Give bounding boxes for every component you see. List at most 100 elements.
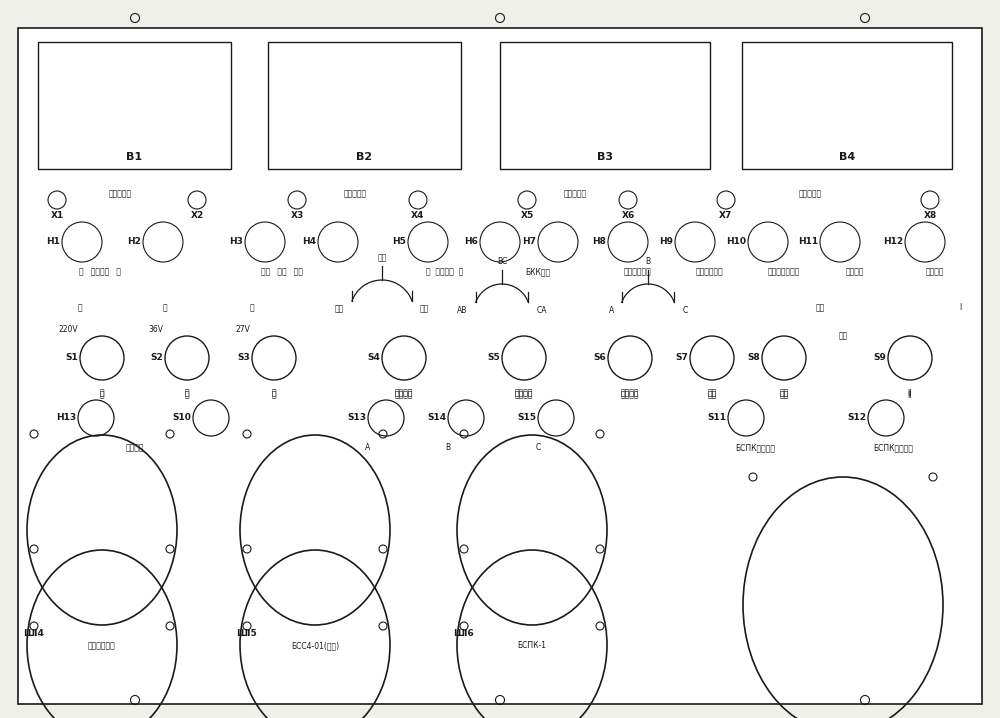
Text: 220V: 220V xyxy=(58,325,78,335)
Bar xyxy=(268,42,461,169)
Bar xyxy=(38,42,231,169)
Text: ШI5: ШI5 xyxy=(236,629,257,638)
Text: 关: 关 xyxy=(185,391,189,399)
Text: S10: S10 xyxy=(172,414,191,422)
Text: 左地平仪故障: 左地平仪故障 xyxy=(624,268,652,276)
Text: S3: S3 xyxy=(237,353,250,363)
Text: H5: H5 xyxy=(392,238,406,246)
Text: 关: 关 xyxy=(185,388,189,398)
Text: B3: B3 xyxy=(597,152,613,162)
Text: BC: BC xyxy=(497,258,507,266)
Text: B1: B1 xyxy=(126,152,143,162)
Text: A: A xyxy=(608,306,614,315)
Text: ШI4: ШI4 xyxy=(23,629,44,638)
Text: 右坡度大: 右坡度大 xyxy=(926,268,944,276)
Text: 信号转换: 信号转换 xyxy=(395,391,413,399)
Text: 开: 开 xyxy=(78,304,82,312)
Text: 交流电压表: 交流电压表 xyxy=(108,190,132,198)
Text: 综合: 综合 xyxy=(377,253,387,263)
Text: II: II xyxy=(908,391,912,399)
Text: БСПК倾斜检测: БСПК倾斜检测 xyxy=(735,444,775,452)
Text: 倾斜   故障   俯仰: 倾斜 故障 俯仰 xyxy=(261,268,303,276)
Text: X3: X3 xyxy=(290,212,304,220)
Text: A: A xyxy=(365,444,371,452)
Text: 直流电流表: 直流电流表 xyxy=(798,190,822,198)
Text: II: II xyxy=(908,388,912,398)
Text: БСС4-01(倾斜): БСС4-01(倾斜) xyxy=(291,641,339,650)
Text: C: C xyxy=(682,306,688,315)
Text: H6: H6 xyxy=(464,238,478,246)
Text: ШI6: ШI6 xyxy=(453,629,474,638)
Text: X4: X4 xyxy=(411,212,425,220)
Text: H7: H7 xyxy=(522,238,536,246)
Text: БКК正常: БКК正常 xyxy=(525,268,551,276)
Text: 信号转换: 信号转换 xyxy=(395,388,413,398)
Text: H3: H3 xyxy=(229,238,243,246)
Text: 回零: 回零 xyxy=(707,391,717,399)
Text: H11: H11 xyxy=(798,238,818,246)
Text: X6: X6 xyxy=(621,212,635,220)
Text: БСПК俯仰检测: БСПК俯仰检测 xyxy=(873,444,913,452)
Text: 27V: 27V xyxy=(235,325,250,335)
Text: C: C xyxy=(535,444,541,452)
Text: 电流转换: 电流转换 xyxy=(621,388,639,398)
Text: H4: H4 xyxy=(302,238,316,246)
Text: X7: X7 xyxy=(719,212,733,220)
Text: 自检: 自检 xyxy=(839,332,848,340)
Bar xyxy=(500,42,710,169)
Text: H8: H8 xyxy=(592,238,606,246)
Text: 倾斜: 倾斜 xyxy=(335,304,344,314)
Text: 关: 关 xyxy=(100,391,104,399)
Text: 巡航: 巡航 xyxy=(815,304,825,312)
Text: S13: S13 xyxy=(347,414,366,422)
Text: 上  俯仰极限  下: 上 俯仰极限 下 xyxy=(426,268,464,276)
Text: S7: S7 xyxy=(675,353,688,363)
Text: 右地平仪故障: 右地平仪故障 xyxy=(696,268,724,276)
Text: AB: AB xyxy=(457,306,468,315)
Text: S1: S1 xyxy=(65,353,78,363)
Text: S4: S4 xyxy=(367,353,380,363)
Text: H10: H10 xyxy=(726,238,746,246)
Text: S2: S2 xyxy=(150,353,163,363)
Text: H13: H13 xyxy=(56,414,76,422)
Text: 电压转换: 电压转换 xyxy=(515,391,533,399)
Text: 电压转换: 电压转换 xyxy=(515,388,533,398)
Text: 关: 关 xyxy=(272,388,276,398)
Text: 备用地平仪故障: 备用地平仪故障 xyxy=(768,268,800,276)
Text: 左坡度大: 左坡度大 xyxy=(846,268,864,276)
Text: 开: 开 xyxy=(250,304,254,312)
Text: 回零: 回零 xyxy=(707,388,717,398)
Text: B: B xyxy=(645,258,651,266)
Text: S5: S5 xyxy=(487,353,500,363)
Text: 相序检测: 相序检测 xyxy=(126,444,144,452)
Text: 开: 开 xyxy=(163,304,167,312)
Text: X2: X2 xyxy=(190,212,204,220)
Text: БСПК-1: БСПК-1 xyxy=(518,641,546,650)
Text: S12: S12 xyxy=(847,414,866,422)
Text: B: B xyxy=(445,444,451,452)
Text: H9: H9 xyxy=(659,238,673,246)
Text: I: I xyxy=(959,304,961,312)
Text: 交流电流表: 交流电流表 xyxy=(343,190,367,198)
Text: X8: X8 xyxy=(923,212,937,220)
Text: S11: S11 xyxy=(707,414,726,422)
Text: CA: CA xyxy=(536,306,547,315)
Text: S15: S15 xyxy=(517,414,536,422)
Text: 起降: 起降 xyxy=(779,388,789,398)
Text: X1: X1 xyxy=(50,212,64,220)
Text: 左航空地平仪: 左航空地平仪 xyxy=(88,641,116,650)
Text: 关: 关 xyxy=(100,388,104,398)
Text: S14: S14 xyxy=(427,414,446,422)
Text: 直流电压表: 直流电压表 xyxy=(563,190,587,198)
Text: H1: H1 xyxy=(46,238,60,246)
Text: H2: H2 xyxy=(127,238,141,246)
Text: H12: H12 xyxy=(883,238,903,246)
Text: 36V: 36V xyxy=(148,325,163,335)
Text: 电流转换: 电流转换 xyxy=(621,391,639,399)
Text: S8: S8 xyxy=(747,353,760,363)
Text: 俯仰: 俯仰 xyxy=(420,304,429,314)
Text: S9: S9 xyxy=(873,353,886,363)
Bar xyxy=(742,42,952,169)
Text: 左   坡度极限   右: 左 坡度极限 右 xyxy=(79,268,121,276)
Text: S6: S6 xyxy=(593,353,606,363)
